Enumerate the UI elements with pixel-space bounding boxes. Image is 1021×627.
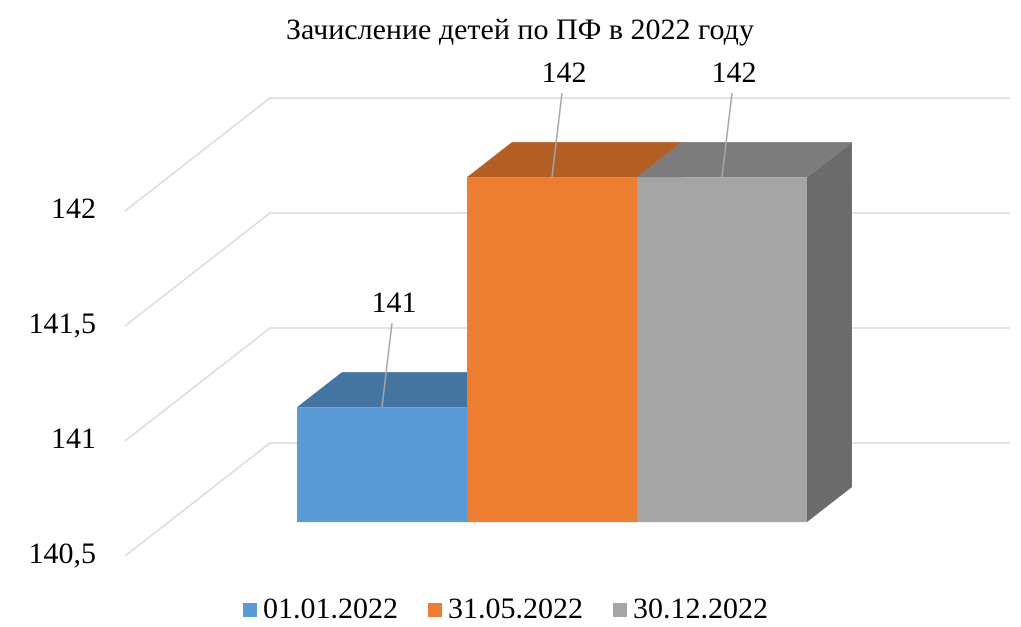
bar-top	[297, 372, 512, 408]
bar	[637, 177, 807, 523]
bar-side	[807, 142, 852, 523]
y-tick-label: 141	[51, 422, 96, 455]
data-label: 142	[712, 56, 757, 89]
data-label: 141	[372, 286, 417, 319]
legend-label: 01.01.2022	[263, 592, 398, 625]
grid-line	[124, 97, 1010, 212]
legend-swatch	[428, 603, 442, 617]
legend-swatch	[613, 603, 627, 617]
legend-swatch	[243, 603, 257, 617]
y-tick-label: 141,5	[29, 307, 97, 340]
bar-top	[467, 142, 682, 178]
bar	[297, 407, 467, 523]
chart-title: Зачисление детей по ПФ в 2022 году	[286, 13, 754, 46]
y-tick-label: 140,5	[29, 537, 97, 570]
data-label: 142	[542, 56, 587, 89]
bar-top	[637, 142, 852, 178]
y-tick-label: 142	[51, 192, 96, 225]
bar	[467, 177, 637, 523]
legend-label: 30.12.2022	[633, 592, 768, 625]
leader-line	[381, 323, 393, 408]
leader-line	[721, 93, 733, 178]
legend-label: 31.05.2022	[448, 592, 583, 625]
leader-line	[551, 93, 563, 178]
